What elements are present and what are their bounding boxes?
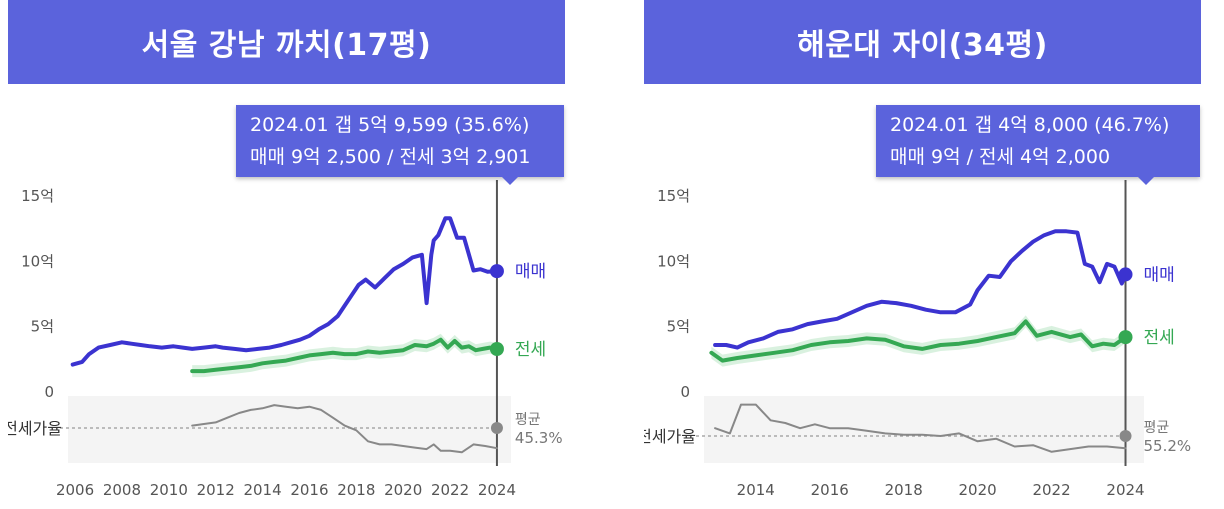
average-label: 평균 bbox=[1144, 420, 1170, 436]
jeonse-series-label: 전세 bbox=[515, 340, 546, 360]
x-tick-label: 2008 bbox=[103, 481, 141, 499]
chart-plot: 15억 10억 5억 0 2006 2008 2010 2012 2014 2016 2018 202… bbox=[8, 180, 563, 499]
jeonse-last-point bbox=[1118, 330, 1133, 345]
tooltip-line-gap: 2024.01 갭 4억 8,000 (46.7%) bbox=[890, 114, 1170, 136]
ratio-axis-label: 전세가율 bbox=[644, 427, 696, 446]
y-tick-label: 15억 bbox=[657, 187, 690, 205]
hover-tooltip: 2024.01 갭 5억 9,599 (35.6%) 매매 9억 2,500 /… bbox=[236, 105, 564, 185]
y-tick-label: 10억 bbox=[21, 252, 54, 270]
jeonse-series-line bbox=[190, 337, 499, 374]
y-tick-label: 5억 bbox=[667, 318, 690, 336]
sale-last-point bbox=[1118, 267, 1133, 282]
x-tick-label: 2018 bbox=[337, 481, 375, 499]
chart-title: 서울 강남 까치(17평) bbox=[8, 0, 565, 84]
x-tick-label: 2020 bbox=[959, 481, 997, 499]
x-tick-label: 2016 bbox=[811, 481, 849, 499]
ratio-band-background bbox=[68, 396, 511, 463]
sale-series-line bbox=[70, 216, 499, 367]
x-tick-label: 2014 bbox=[243, 481, 281, 499]
tooltip-caret bbox=[502, 177, 518, 185]
sale-series-label: 매매 bbox=[1144, 265, 1175, 285]
x-tick-label: 2014 bbox=[737, 481, 775, 499]
chart-title: 해운대 자이(34평) bbox=[644, 0, 1201, 84]
x-tick-label: 2018 bbox=[885, 481, 923, 499]
chart-panel-right: 해운대 자이(34평) 15억 10억 5억 0 2014 2016 2018 2020 202… bbox=[644, 0, 1204, 509]
hover-tooltip: 2024.01 갭 4억 8,000 (46.7%) 매매 9억 / 전세 4억… bbox=[876, 105, 1200, 185]
ratio-series-line bbox=[191, 404, 498, 454]
chart-plot: 15억 10억 5억 0 2014 2016 2018 2020 2022 2024 전세가율 매매전… bbox=[644, 180, 1192, 499]
y-tick-label: 10억 bbox=[657, 252, 690, 270]
tooltip-line-prices: 매매 9억 / 전세 4억 2,000 bbox=[890, 146, 1111, 168]
x-tick-label: 2012 bbox=[197, 481, 235, 499]
y-tick-label: 0 bbox=[680, 383, 690, 401]
average-value: 45.3% bbox=[515, 429, 563, 447]
jeonse-last-point bbox=[489, 342, 504, 357]
x-tick-label: 2016 bbox=[290, 481, 328, 499]
jeonse-range-band bbox=[711, 315, 1126, 367]
chart-panel-left: 서울 강남 까치(17평) 15억 10억 5억 0 2006 2008 2010 2012 2… bbox=[8, 0, 568, 509]
y-tick-label: 15억 bbox=[21, 187, 54, 205]
ratio-axis-label: 전세가율 bbox=[8, 419, 62, 438]
x-tick-label: 2024 bbox=[478, 481, 516, 499]
ratio-band-background bbox=[704, 396, 1144, 463]
tooltip-line-gap: 2024.01 갭 5억 9,599 (35.6%) bbox=[250, 114, 530, 136]
x-tick-label: 2022 bbox=[431, 481, 469, 499]
tooltip-caret bbox=[1138, 177, 1154, 185]
average-value: 55.2% bbox=[1144, 437, 1192, 455]
ratio-series-line bbox=[714, 403, 1127, 453]
sale-series-line bbox=[713, 229, 1128, 350]
sale-last-point bbox=[489, 264, 504, 279]
sale-series-label: 매매 bbox=[515, 262, 546, 282]
x-tick-label: 2010 bbox=[150, 481, 188, 499]
average-label: 평균 bbox=[515, 412, 541, 428]
y-tick-label: 5억 bbox=[31, 318, 54, 336]
ratio-last-point bbox=[490, 422, 503, 434]
x-tick-label: 2024 bbox=[1106, 481, 1144, 499]
ratio-last-point bbox=[1119, 430, 1132, 442]
x-tick-label: 2022 bbox=[1032, 481, 1070, 499]
y-tick-label: 0 bbox=[44, 383, 54, 401]
x-tick-label: 2006 bbox=[56, 481, 94, 499]
x-tick-label: 2020 bbox=[384, 481, 422, 499]
tooltip-line-prices: 매매 9억 2,500 / 전세 3억 2,901 bbox=[250, 146, 531, 168]
jeonse-series-label: 전세 bbox=[1144, 328, 1175, 348]
jeonse-series-line bbox=[709, 319, 1128, 363]
